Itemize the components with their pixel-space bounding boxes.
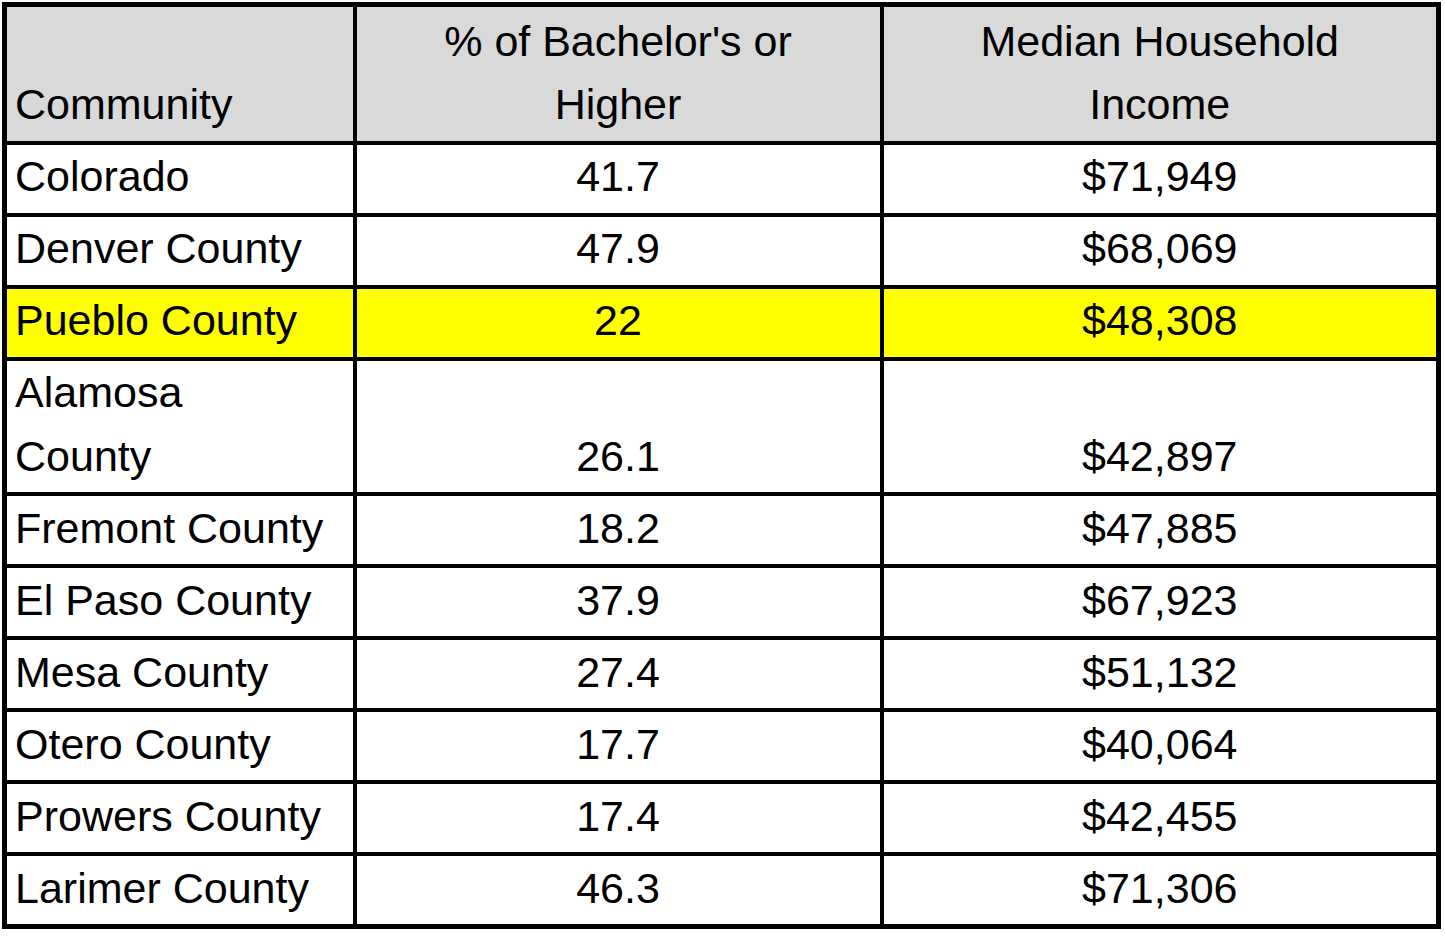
- table-row: Pueblo County22$48,308: [5, 287, 1439, 359]
- cell-bachelors: 17.4: [355, 782, 882, 854]
- cell-income: $48,308: [882, 287, 1439, 359]
- table-row: Colorado41.7$71,949: [5, 143, 1439, 215]
- cell-bachelors: 41.7: [355, 143, 882, 215]
- table-row: Mesa County27.4$51,132: [5, 638, 1439, 710]
- cell-bachelors: 22: [355, 287, 882, 359]
- table-row: Denver County47.9$68,069: [5, 215, 1439, 287]
- cell-community: Fremont County: [5, 494, 355, 566]
- cell-income: $68,069: [882, 215, 1439, 287]
- cell-bachelors: 37.9: [355, 566, 882, 638]
- cell-bachelors: 46.3: [355, 854, 882, 927]
- cell-community: El Paso County: [5, 566, 355, 638]
- table-body: Colorado41.7$71,949Denver County47.9$68,…: [5, 143, 1439, 927]
- cell-income: $71,949: [882, 143, 1439, 215]
- cell-community: Prowers County: [5, 782, 355, 854]
- cell-income: $42,897: [882, 359, 1439, 494]
- table-row: El Paso County37.9$67,923: [5, 566, 1439, 638]
- cell-community: Larimer County: [5, 854, 355, 927]
- cell-community: Colorado: [5, 143, 355, 215]
- cell-income: $67,923: [882, 566, 1439, 638]
- cell-community: Mesa County: [5, 638, 355, 710]
- page: Community % of Bachelor's or Higher Medi…: [0, 0, 1445, 945]
- header-community: Community: [5, 5, 355, 144]
- community-stats-table: Community % of Bachelor's or Higher Medi…: [2, 2, 1441, 929]
- cell-bachelors: 26.1: [355, 359, 882, 494]
- cell-income: $47,885: [882, 494, 1439, 566]
- cell-income: $42,455: [882, 782, 1439, 854]
- cell-bachelors: 18.2: [355, 494, 882, 566]
- cell-income: $71,306: [882, 854, 1439, 927]
- table-row: Prowers County17.4$42,455: [5, 782, 1439, 854]
- table-row: Alamosa County26.1$42,897: [5, 359, 1439, 494]
- header-row: Community % of Bachelor's or Higher Medi…: [5, 5, 1439, 144]
- cell-bachelors: 27.4: [355, 638, 882, 710]
- cell-income: $40,064: [882, 710, 1439, 782]
- header-median-income: Median Household Income: [882, 5, 1439, 144]
- cell-community: Otero County: [5, 710, 355, 782]
- table-row: Fremont County18.2$47,885: [5, 494, 1439, 566]
- table-row: Larimer County46.3$71,306: [5, 854, 1439, 927]
- table-row: Otero County17.7$40,064: [5, 710, 1439, 782]
- cell-community: Pueblo County: [5, 287, 355, 359]
- cell-community: Alamosa County: [5, 359, 355, 494]
- cell-bachelors: 47.9: [355, 215, 882, 287]
- cell-income: $51,132: [882, 638, 1439, 710]
- cell-bachelors: 17.7: [355, 710, 882, 782]
- cell-community: Denver County: [5, 215, 355, 287]
- header-bachelors-pct: % of Bachelor's or Higher: [355, 5, 882, 144]
